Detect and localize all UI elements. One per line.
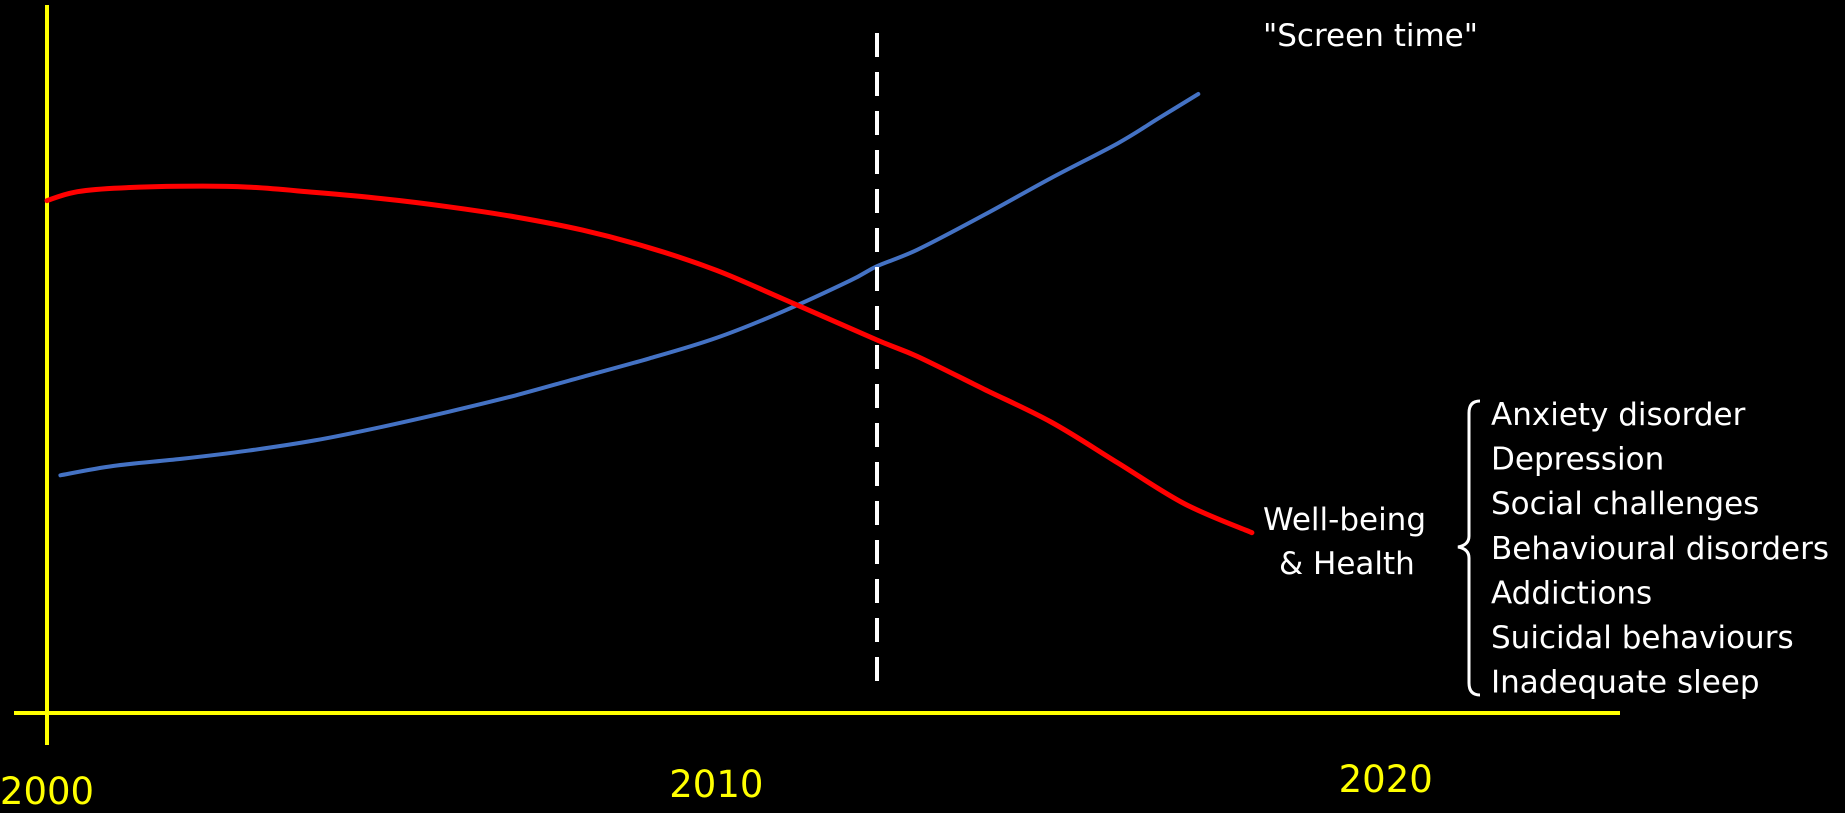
conditions-bracket [1457,399,1481,697]
condition-item: Inadequate sleep [1491,665,1760,701]
wellbeing-label-line2: & Health [1279,546,1415,582]
condition-item: Behavioural disorders [1491,531,1829,567]
x-tick-label-2010: 2010 [669,763,763,806]
wellbeing-health-line [44,183,1255,536]
conditions-list: Anxiety disorder Depression Social challen… [1491,397,1829,701]
screen-time-line [58,92,1201,478]
condition-item: Depression [1491,442,1664,478]
condition-item: Suicidal behaviours [1491,620,1794,656]
x-tick-label-2000: 2000 [0,770,94,813]
condition-item: Anxiety disorder [1491,397,1746,433]
screen-time-label: "Screen time" [1263,18,1478,54]
condition-item: Addictions [1491,575,1652,611]
x-tick-label-2020: 2020 [1339,758,1433,801]
wellbeing-label-line1: Well-being [1263,502,1426,538]
condition-item: Social challenges [1491,486,1759,522]
